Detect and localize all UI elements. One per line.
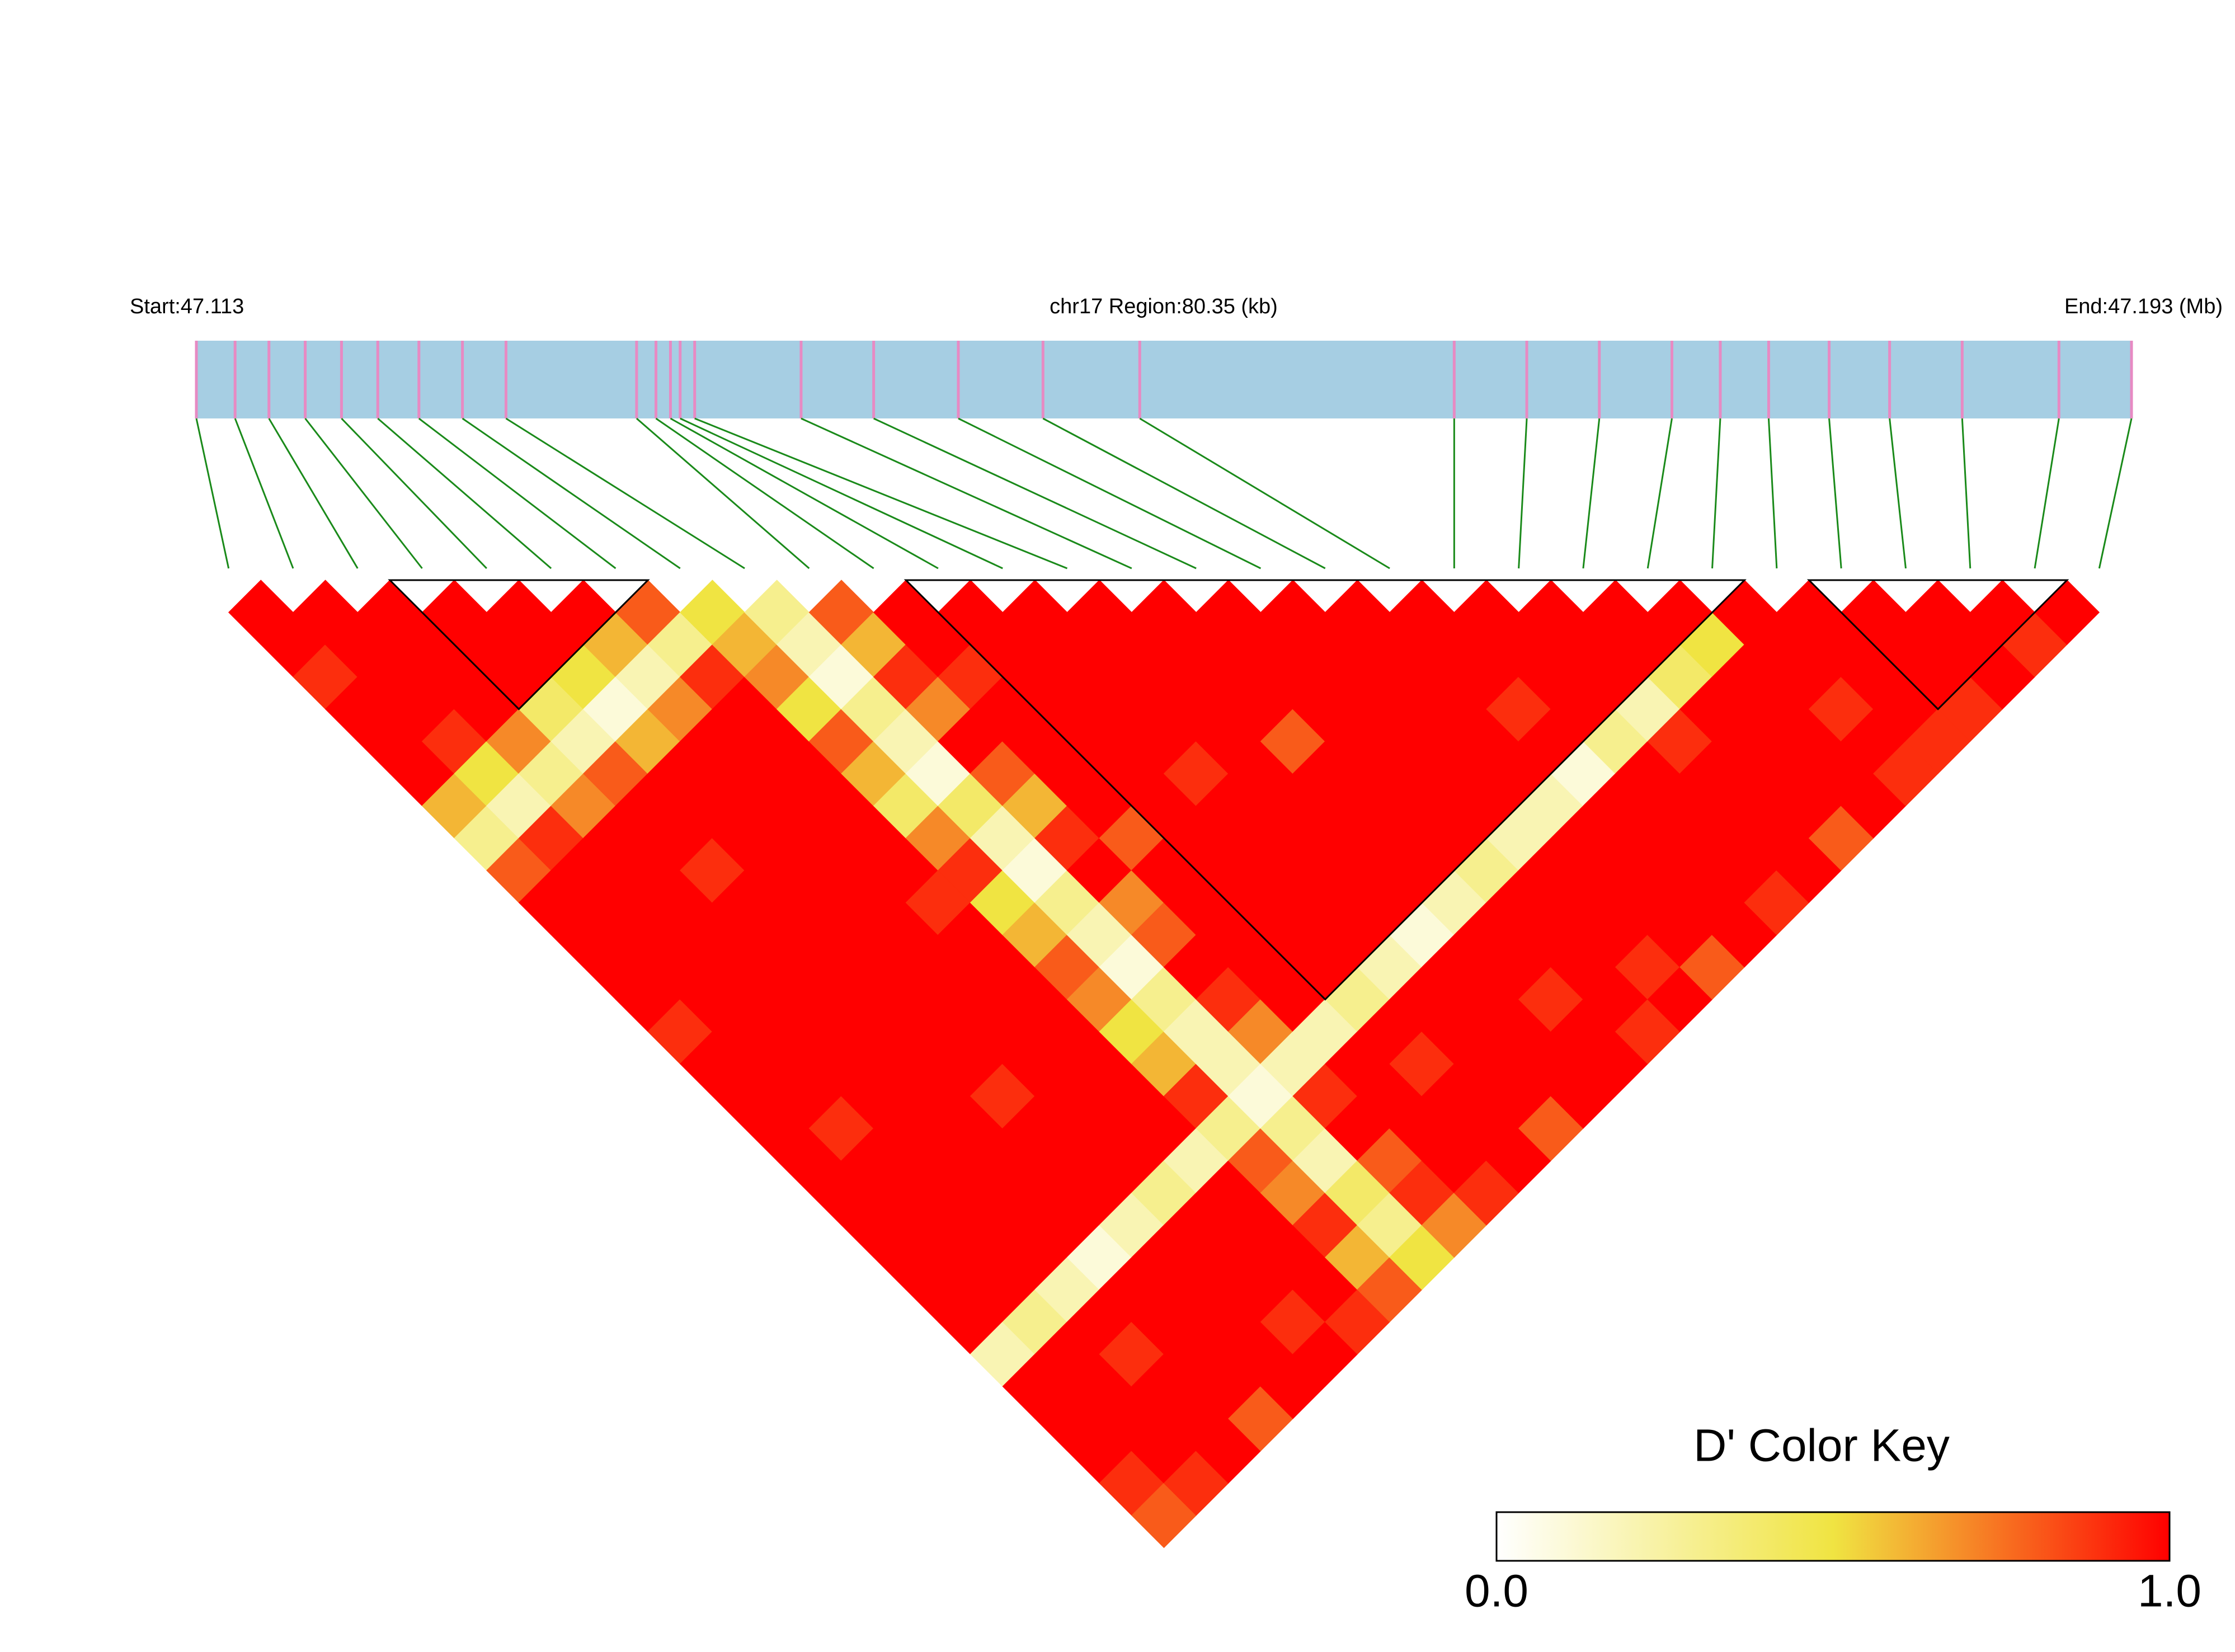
snp-connector bbox=[670, 417, 939, 570]
snp-connector bbox=[1582, 418, 1601, 569]
region-label: chr17 Region:80.35 (kb) bbox=[1050, 295, 1278, 318]
snp-connector bbox=[1828, 418, 1842, 569]
snp-connector bbox=[1518, 418, 1528, 569]
ld-cells bbox=[228, 580, 2100, 1549]
snp-connector bbox=[1139, 417, 1390, 570]
snp-connector bbox=[505, 417, 745, 570]
colorkey-bar bbox=[1495, 1511, 2171, 1562]
snp-connector bbox=[1711, 418, 1721, 569]
ld-block bbox=[388, 579, 650, 710]
snp-connector bbox=[1889, 418, 1907, 569]
snp-connector bbox=[304, 418, 423, 569]
snp-connector bbox=[377, 417, 552, 570]
snp-connector bbox=[801, 417, 1132, 570]
snp-connector bbox=[1767, 418, 1778, 569]
start-label: Start:47.113 bbox=[130, 295, 244, 318]
snp-connector bbox=[873, 417, 1197, 570]
snp-connector bbox=[234, 418, 294, 569]
ld-block bbox=[1806, 579, 2069, 710]
snp-connector bbox=[636, 417, 810, 570]
snp-connector bbox=[418, 417, 617, 570]
snp-connector bbox=[2034, 418, 2060, 569]
snp-band bbox=[196, 341, 2132, 418]
snp-connector bbox=[1646, 418, 1673, 569]
snp-connector bbox=[1961, 418, 1971, 569]
snp-connector bbox=[341, 417, 487, 570]
snp-connector bbox=[462, 417, 681, 570]
snp-connector bbox=[655, 417, 874, 570]
colorkey-tick-label: 1.0 bbox=[2138, 1566, 2201, 1617]
snp-connector bbox=[2098, 418, 2133, 569]
snp-connector bbox=[680, 417, 1003, 570]
snp-connector bbox=[268, 418, 359, 569]
snp-connector bbox=[694, 417, 1068, 570]
ld-block bbox=[904, 579, 1747, 1001]
colorkey-title: D' Color Key bbox=[1693, 1420, 1950, 1471]
snp-connector bbox=[195, 418, 230, 569]
colorkey-tick-label: 0.0 bbox=[1465, 1566, 1528, 1617]
snp-connector bbox=[1042, 417, 1326, 570]
end-label: End:47.193 (Mb) bbox=[2064, 295, 2223, 318]
snp-connector bbox=[958, 417, 1262, 570]
